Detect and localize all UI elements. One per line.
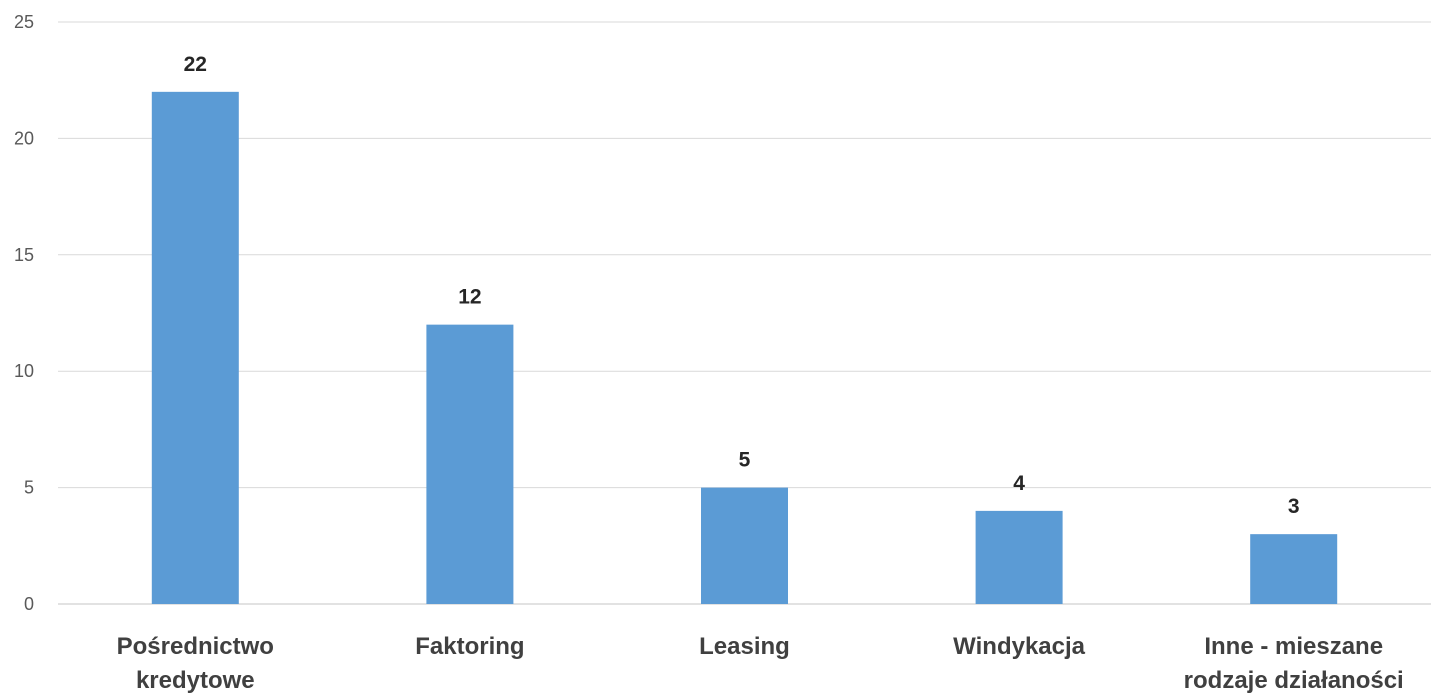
category-label-4: Inne - mieszane rodzaje działaności	[1184, 633, 1404, 694]
bar-1	[426, 324, 514, 604]
category-label-3: Windykacja	[953, 633, 1085, 660]
category-label-0: Pośrednictwo kredytowe	[117, 633, 274, 694]
gridlines	[58, 21, 1431, 605]
bar-0	[151, 91, 239, 605]
category-label-2: Leasing	[699, 633, 790, 660]
data-label-1: 12	[458, 286, 481, 309]
bar-4	[1250, 534, 1338, 604]
y-tick-label-15: 15	[14, 245, 34, 265]
y-axis-tick-labels: 0 5 10 15 20 25	[14, 12, 34, 614]
data-label-0: 22	[184, 53, 207, 76]
bar-2	[701, 487, 788, 604]
data-label-4: 3	[1288, 495, 1300, 518]
category-labels: Pośrednictwo kredytowe Faktoring Leasing Win…	[117, 633, 1404, 694]
y-tick-label-0: 0	[24, 594, 34, 614]
y-tick-label-20: 20	[14, 128, 34, 148]
y-tick-label-10: 10	[14, 361, 34, 381]
category-label-1: Faktoring	[415, 633, 524, 660]
data-labels: 22 12 5 4 3	[184, 53, 1300, 518]
y-tick-label-5: 5	[24, 478, 34, 498]
y-tick-label-25: 25	[14, 12, 34, 32]
data-label-3: 4	[1013, 472, 1025, 495]
data-label-2: 5	[739, 449, 751, 472]
bar-3	[975, 510, 1063, 604]
bars	[151, 91, 1338, 605]
